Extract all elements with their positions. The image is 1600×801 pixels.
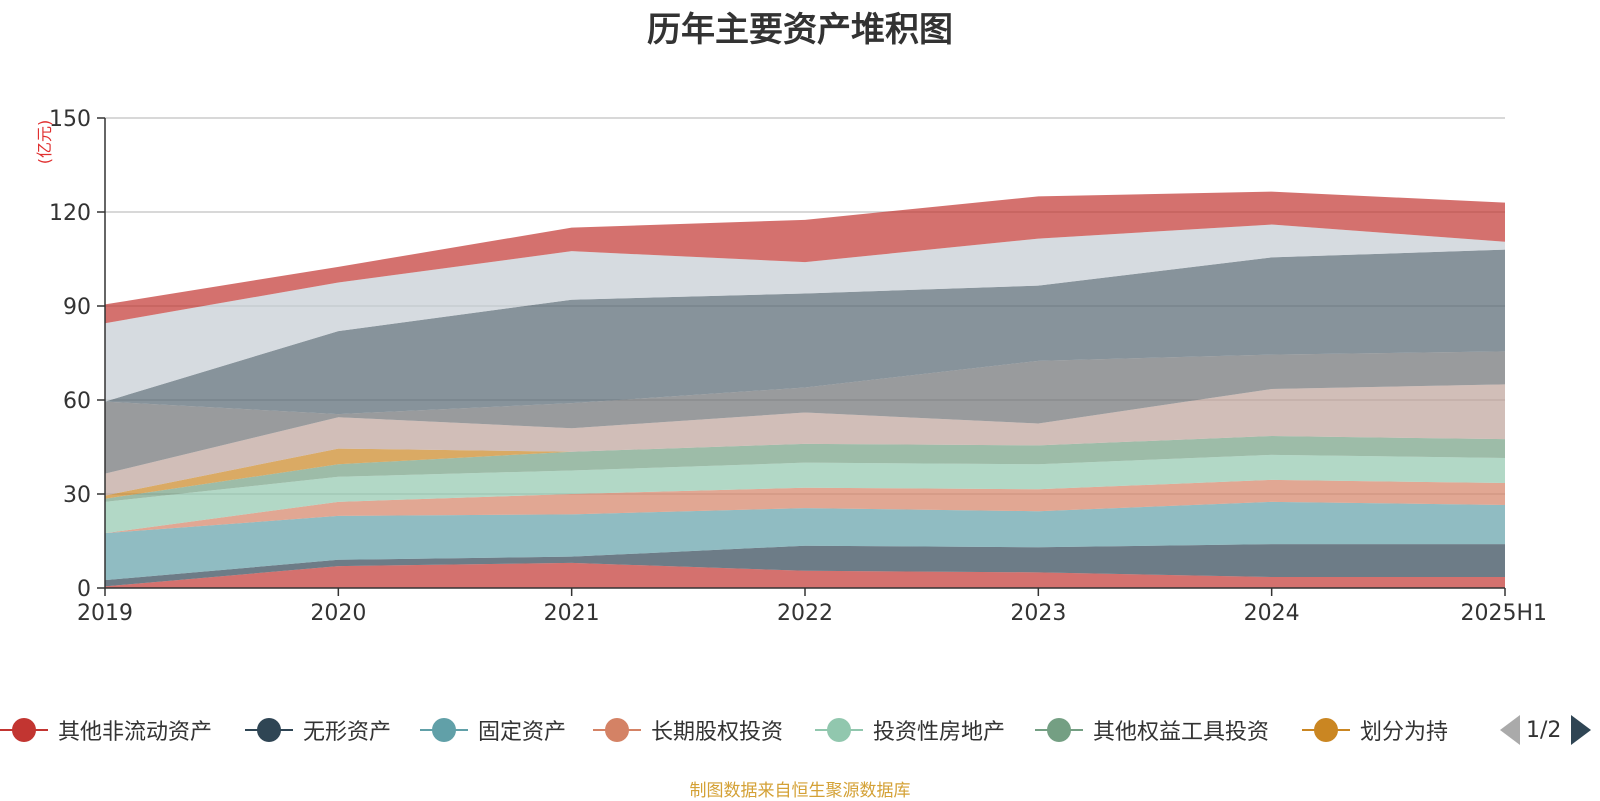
legend-label: 划分为持: [1360, 720, 1449, 745]
area-series-7[interactable]: [105, 436, 1505, 499]
legend-label: 其他权益工具投资: [1093, 720, 1270, 745]
area-series-8[interactable]: [105, 384, 1505, 496]
legend-item[interactable]: 投资性房地产: [815, 712, 1005, 748]
legend-item[interactable]: 其他非流动资产: [0, 712, 212, 748]
legend-item[interactable]: 长期股权投资: [593, 712, 783, 748]
legend-pager: 1/2: [1500, 712, 1592, 748]
x-tick-label: 2023: [1010, 601, 1066, 626]
legend-label: 其他非流动资产: [58, 720, 213, 745]
x-tick-label: 2020: [310, 601, 366, 626]
legend-swatch-icon: [815, 712, 863, 748]
y-tick-label: 120: [49, 201, 91, 226]
legend-item[interactable]: 划分为持: [1302, 712, 1448, 748]
legend-swatch-icon: [0, 712, 48, 748]
legend-prev-page-icon[interactable]: [1500, 715, 1520, 745]
y-axis-unit-label: (亿元): [35, 120, 54, 165]
legend-item[interactable]: 固定资产: [420, 712, 566, 748]
area-series-3[interactable]: [105, 501, 1505, 581]
area-series-1[interactable]: [105, 562, 1505, 588]
y-tick-label: 90: [63, 295, 91, 320]
x-tick-label: 2024: [1244, 601, 1300, 626]
chart-title: 历年主要资产堆积图: [647, 10, 953, 50]
area-series-6[interactable]: [105, 436, 1505, 502]
x-tick-label: 2025H1: [1460, 601, 1547, 626]
area-series-11[interactable]: [105, 224, 1505, 402]
legend-swatch-icon: [1035, 712, 1083, 748]
area-series-12[interactable]: [105, 191, 1505, 324]
legend-next-page-icon[interactable]: [1571, 715, 1592, 745]
y-tick-label: 0: [77, 577, 91, 602]
legend-label: 长期股权投资: [651, 720, 784, 745]
legend-swatch-icon: [420, 712, 468, 748]
area-series-10[interactable]: [105, 249, 1505, 415]
legend-item[interactable]: 无形资产: [245, 712, 391, 748]
area-series-4[interactable]: [105, 479, 1505, 534]
y-tick-label: 150: [49, 107, 91, 132]
legend-item[interactable]: 其他权益工具投资: [1035, 712, 1269, 748]
legend-swatch-icon: [593, 712, 641, 748]
axes: 0 30 60 90 120 150 2019 2020 2021 2022 2023 2024 202…: [49, 107, 1547, 626]
y-tick-label: 60: [63, 389, 91, 414]
legend-swatch-icon: [245, 712, 293, 748]
area-series-5[interactable]: [105, 454, 1505, 534]
legend: 1/2 其他非流动资产 无形资产 固定资产 长期股权投资 投资性房地产 其他权益工具投资 划…: [0, 712, 1600, 752]
legend-label: 固定资产: [478, 720, 567, 745]
area-series: [105, 191, 1505, 588]
x-tick-label: 2022: [777, 601, 833, 626]
x-tick-label: 2019: [77, 601, 133, 626]
area-series-9[interactable]: [105, 351, 1505, 474]
x-tick-label: 2021: [544, 601, 600, 626]
legend-label: 投资性房地产: [873, 720, 1006, 745]
source-note: 制图数据来自恒生聚源数据库: [689, 781, 911, 801]
legend-swatch-icon: [1302, 712, 1350, 748]
legend-label: 无形资产: [303, 720, 392, 745]
area-series-2[interactable]: [105, 544, 1505, 587]
y-tick-label: 30: [63, 483, 91, 508]
legend-page-indicator: 1/2: [1526, 717, 1562, 743]
